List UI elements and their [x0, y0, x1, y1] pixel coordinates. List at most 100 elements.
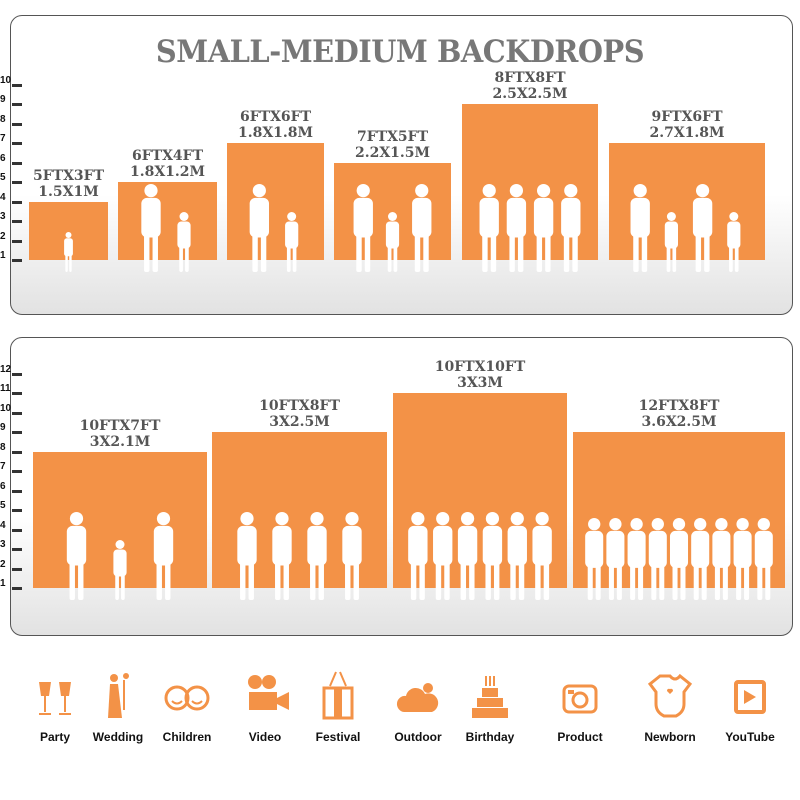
person-silhouette	[482, 512, 503, 600]
people-silhouettes	[237, 512, 362, 600]
size-label-ft: 12FTX8FT	[638, 398, 720, 414]
person-silhouette	[237, 512, 257, 600]
people-silhouettes	[630, 184, 741, 272]
backdrop-size-6ftx6ft[interactable]	[227, 143, 324, 260]
use-label-party: Party	[39, 730, 71, 744]
baby-onesie-icon	[640, 670, 700, 720]
bottom_scale-tick	[12, 528, 22, 532]
bottom_scale-tick-label: 1	[0, 578, 6, 589]
person-silhouette	[113, 540, 127, 600]
backdrop-size-10ftx8ft[interactable]	[212, 432, 387, 588]
person-silhouette	[141, 184, 161, 272]
use-label-product: Product	[557, 730, 603, 744]
gift-box-icon	[308, 670, 368, 720]
person-silhouette	[385, 212, 400, 272]
size-label-m: 2.7X1.8M	[649, 125, 725, 141]
person-silhouette	[712, 518, 731, 600]
bottom_scale-tick-label: 6	[0, 480, 6, 492]
top_scale-tick-label: 6	[0, 152, 6, 164]
person-silhouette	[561, 184, 581, 272]
person-silhouette	[532, 512, 552, 600]
backdrop-size-6ftx4ft[interactable]	[118, 182, 217, 260]
person-silhouette	[272, 512, 292, 600]
bottom_scale-tick	[12, 392, 22, 395]
bottom_scale-tick-label: 5	[0, 500, 6, 511]
size-label-m: 1.8X1.8M	[237, 125, 314, 141]
use-label-birthday: Birthday	[465, 730, 515, 744]
bottom_scale-tick	[12, 567, 22, 571]
bottom_scale-tick-label: 11	[0, 383, 11, 394]
bottom_scale-tick-label: 3	[0, 539, 6, 550]
size-label-ft: 9FTX6FT	[651, 109, 723, 125]
person-silhouette	[627, 518, 646, 600]
page-title: SMALL-MEDIUM BACKDROPS	[155, 34, 645, 70]
use-label-newborn: Newborn	[644, 730, 696, 744]
bottom_scale-tick	[12, 548, 22, 551]
wedding-couple-icon	[88, 670, 148, 720]
person-silhouette	[754, 518, 773, 600]
use-label-youtube: YouTube	[725, 730, 775, 744]
bottom_scale-tick-label: 4	[0, 519, 6, 531]
top_scale-tick	[12, 161, 22, 165]
person-silhouette	[408, 512, 428, 600]
bottom_scale-tick	[12, 470, 22, 473]
top_scale-tick	[12, 142, 22, 145]
top_scale-tick-label: 1	[0, 250, 6, 261]
person-silhouette	[606, 518, 625, 600]
person-silhouette	[648, 518, 667, 600]
top_scale-tick-label: 3	[0, 211, 6, 222]
play-button-icon	[720, 670, 780, 720]
person-silhouette	[353, 184, 373, 272]
bottom_scale-tick	[12, 431, 22, 434]
size-label-m: 3X2.1M	[89, 433, 151, 450]
use-label-wedding: Wedding	[92, 730, 144, 744]
top_scale-tick	[12, 200, 22, 204]
use-label-festival: Festival	[315, 730, 361, 744]
person-silhouette	[727, 212, 741, 272]
size-label-m: 1.5X1M	[38, 183, 99, 200]
size-label-ft: 6FTX4FT	[131, 148, 204, 164]
person-silhouette	[691, 518, 710, 600]
bottom_scale-tick-label: 9	[0, 422, 6, 433]
use-label-outdoor: Outdoor	[394, 730, 442, 744]
top_scale-tick-label: 5	[0, 172, 6, 183]
bottom_scale-tick	[12, 450, 22, 454]
size-label-m: 3.6X2.5M	[641, 414, 717, 430]
cloud-icon	[388, 670, 448, 720]
birthday-cake-icon	[460, 670, 520, 720]
person-silhouette	[66, 512, 87, 600]
size-label-ft: 10FTX7FT	[79, 417, 161, 434]
size-label-m: 3X2.5M	[269, 414, 330, 430]
bottom_scale-tick-label: 2	[0, 558, 6, 570]
top_scale-tick-label: 9	[0, 94, 6, 105]
people-silhouettes	[408, 512, 552, 600]
top_scale-tick	[12, 103, 22, 106]
movie-camera-icon	[235, 670, 295, 720]
top_scale-tick	[12, 259, 22, 262]
people-silhouettes	[353, 184, 432, 272]
size-label-ft: 8FTX8FT	[494, 70, 566, 86]
bottom_scale-tick-label: 12	[0, 363, 12, 375]
person-silhouette	[479, 184, 499, 272]
person-silhouette	[412, 184, 432, 272]
people-silhouettes	[585, 518, 773, 600]
bottom_scale-tick-label: 7	[0, 461, 6, 472]
person-silhouette	[285, 212, 299, 272]
size-label-ft: 6FTX6FT	[239, 109, 312, 125]
person-silhouette	[669, 518, 689, 600]
person-silhouette	[630, 184, 650, 272]
person-silhouette	[692, 184, 713, 272]
person-silhouette	[533, 184, 554, 272]
person-silhouette	[307, 512, 327, 600]
size-label-m: 2.5X2.5M	[492, 86, 568, 102]
use-label-children: Children	[162, 730, 212, 744]
bottom_scale-tick-label: 8	[0, 441, 6, 453]
person-silhouette	[249, 184, 270, 272]
size-label-m: 2.2X1.5M	[354, 144, 431, 161]
size-label-m: 1.8X1.2M	[129, 164, 206, 180]
person-silhouette	[64, 232, 73, 272]
people-silhouettes	[64, 232, 73, 272]
bottom_scale-tick	[12, 587, 22, 590]
size-label-ft: 10FTX10FT	[434, 359, 526, 375]
bottom_scale-tick	[12, 489, 22, 493]
